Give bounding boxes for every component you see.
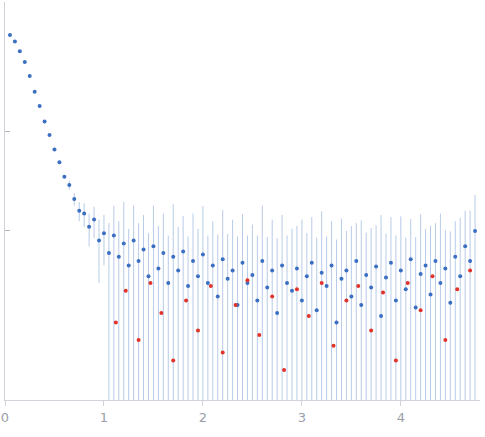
svg-text:4: 4 <box>397 410 405 425</box>
svg-text:2: 2 <box>199 410 207 425</box>
svg-text:0: 0 <box>1 410 9 425</box>
svg-text:1: 1 <box>100 410 108 425</box>
svg-text:3: 3 <box>298 410 306 425</box>
